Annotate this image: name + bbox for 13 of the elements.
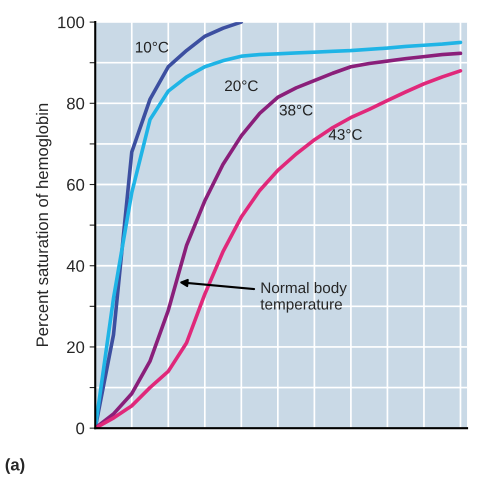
y-tick-label: 40 — [66, 260, 84, 272]
y-tick-label: 0 — [76, 422, 84, 434]
y-tick-label: 100 — [58, 16, 84, 28]
annotation: Normal body temperature — [260, 282, 347, 313]
y-axis-title: Percent saturation of hemoglobin — [36, 104, 52, 346]
series-label: 10°C — [136, 42, 168, 53]
y-tick-label: 20 — [67, 341, 84, 354]
text: (a) — [6, 458, 24, 474]
y-tick-label: 80 — [67, 98, 84, 110]
series-label: 38°C — [280, 104, 313, 116]
y-tick-label: 60 — [67, 178, 84, 191]
series-label: 20°C — [225, 80, 258, 92]
series-label: 43°C — [328, 129, 362, 140]
